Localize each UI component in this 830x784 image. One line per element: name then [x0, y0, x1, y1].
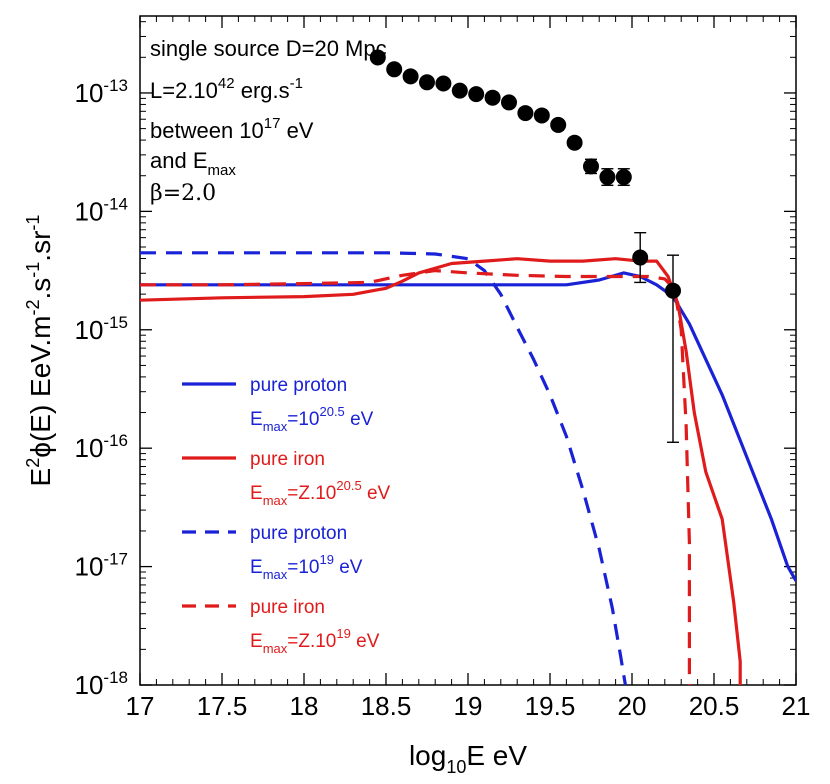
data-point [451, 82, 468, 99]
x-tick-label: 18.5 [361, 691, 412, 721]
y-tick-label: 10-13 [75, 76, 129, 108]
data-point [484, 89, 501, 106]
x-tick-label: 20.5 [689, 691, 740, 721]
legend-name-4: pure iron [250, 597, 325, 618]
data-point [566, 134, 583, 151]
y-tick-label: 10-14 [75, 194, 129, 226]
legend-name-2: pure iron [250, 449, 325, 470]
legend-emax-2: Emax=Z.1020.5 eV [250, 478, 391, 508]
y-tick-label: 10-17 [75, 550, 129, 582]
series-line-4 [140, 269, 691, 685]
annotation-line-3: between 1017 eV [150, 115, 314, 143]
data-point [501, 94, 517, 111]
data-point [550, 116, 567, 133]
data-point [369, 49, 386, 66]
legend-emax-4: Emax=Z.1019 eV [250, 626, 380, 656]
x-tick-label: 21 [782, 691, 811, 721]
data-point [533, 107, 550, 124]
data-point [599, 169, 616, 186]
data-point [665, 282, 681, 299]
x-tick-label: 18 [290, 691, 319, 721]
series-line-2 [140, 257, 742, 685]
x-axis-label: log10E eV [409, 740, 527, 777]
data-point [386, 61, 403, 78]
legend-name-1: pure proton [250, 375, 347, 396]
x-tick-label: 17.5 [197, 691, 248, 721]
annotation-line-5: β=2.0 [150, 181, 216, 206]
annotation-line-4: and Emax [150, 148, 236, 179]
y-tick-label: 10-15 [75, 313, 129, 345]
x-tick-label: 20 [618, 691, 647, 721]
data-point [583, 158, 599, 175]
legend-name-3: pure proton [250, 523, 347, 544]
data-point [517, 105, 534, 122]
x-tick-label: 19 [454, 691, 483, 721]
x-tick-label: 19.5 [525, 691, 576, 721]
y-tick-label: 10-16 [75, 431, 129, 463]
data-point [435, 75, 452, 92]
annotation-line-2: L=2.1042 erg.s-1 [150, 75, 303, 103]
data-point [402, 68, 419, 85]
data-point [419, 74, 435, 91]
y-tick-label: 10-18 [75, 668, 129, 700]
legend-emax-1: Emax=1020.5 eV [250, 404, 374, 434]
data-point [632, 249, 649, 266]
annotation-line-1: single source D=20 Mpc [150, 36, 387, 61]
legend-emax-3: Emax=1019 eV [250, 552, 363, 582]
plot-frame [139, 15, 797, 686]
y-axis-label: E2ϕ(E) EeV.m-2.s-1.sr-1 [23, 215, 56, 487]
series-line-3 [140, 251, 627, 685]
data-point [468, 86, 485, 103]
data-point [615, 169, 632, 186]
x-tick-label: 17 [126, 691, 155, 721]
